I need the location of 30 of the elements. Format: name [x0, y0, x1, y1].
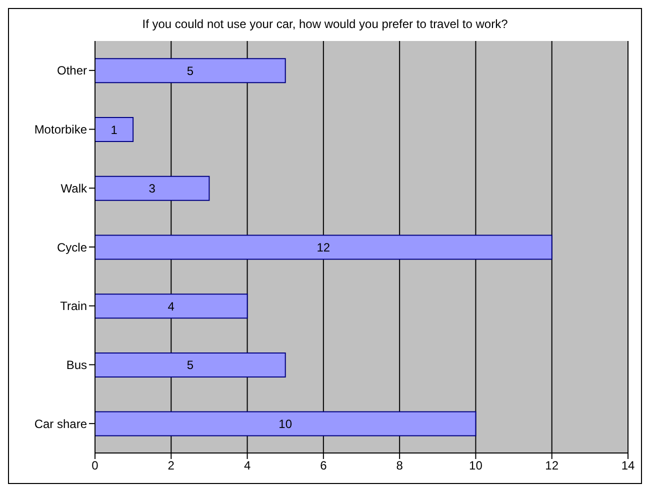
data-label: 3 — [148, 182, 156, 196]
data-label: 10 — [278, 417, 292, 432]
x-tick-label: 14 — [621, 458, 635, 473]
x-tick-label: 2 — [168, 458, 175, 473]
x-tick-label: 0 — [92, 458, 99, 473]
y-tick-label: Bus — [66, 358, 87, 372]
y-tick-label: Car share — [34, 416, 88, 431]
x-tick-label: 12 — [545, 458, 559, 473]
x-tick-label: 10 — [469, 458, 483, 473]
bar — [95, 352, 286, 378]
bar — [95, 176, 210, 201]
bar — [95, 58, 286, 84]
bar — [95, 294, 248, 319]
y-tick-label: Cycle — [56, 240, 88, 254]
data-label: 4 — [168, 299, 175, 314]
bar — [95, 411, 476, 436]
x-tick-label: 8 — [396, 458, 404, 473]
bar — [95, 234, 552, 260]
data-label: 5 — [186, 64, 194, 78]
x-tick-label: 6 — [320, 458, 328, 473]
data-label: 1 — [110, 122, 118, 137]
y-tick-label: Other — [56, 64, 87, 78]
bar — [95, 117, 134, 142]
data-label: 12 — [316, 240, 330, 254]
y-tick-label: Motorbike — [34, 122, 88, 137]
y-tick-label: Walk — [60, 181, 88, 196]
chart-title: If you could not use your car, how would you prefer to travel to work? — [141, 17, 509, 31]
x-tick-label: 4 — [244, 458, 251, 473]
data-label: 5 — [186, 358, 194, 372]
y-tick-label: Train — [60, 299, 87, 314]
